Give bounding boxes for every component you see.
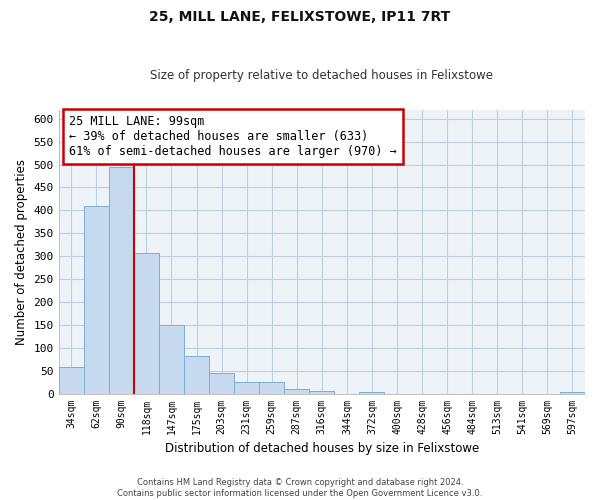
- Y-axis label: Number of detached properties: Number of detached properties: [15, 158, 28, 344]
- Title: Size of property relative to detached houses in Felixstowe: Size of property relative to detached ho…: [151, 69, 493, 82]
- Bar: [109, 167, 134, 394]
- Bar: [209, 374, 234, 394]
- Bar: [159, 325, 184, 394]
- Text: Contains HM Land Registry data © Crown copyright and database right 2024.
Contai: Contains HM Land Registry data © Crown c…: [118, 478, 482, 498]
- Bar: [184, 356, 209, 394]
- Bar: [284, 389, 310, 394]
- Text: 25, MILL LANE, FELIXSTOWE, IP11 7RT: 25, MILL LANE, FELIXSTOWE, IP11 7RT: [149, 10, 451, 24]
- Bar: [310, 391, 334, 394]
- Bar: [134, 253, 159, 394]
- Text: 25 MILL LANE: 99sqm
← 39% of detached houses are smaller (633)
61% of semi-detac: 25 MILL LANE: 99sqm ← 39% of detached ho…: [69, 115, 397, 158]
- Bar: [234, 382, 259, 394]
- Bar: [560, 392, 585, 394]
- Bar: [59, 368, 84, 394]
- X-axis label: Distribution of detached houses by size in Felixstowe: Distribution of detached houses by size …: [165, 442, 479, 455]
- Bar: [84, 206, 109, 394]
- Bar: [359, 392, 385, 394]
- Bar: [259, 382, 284, 394]
